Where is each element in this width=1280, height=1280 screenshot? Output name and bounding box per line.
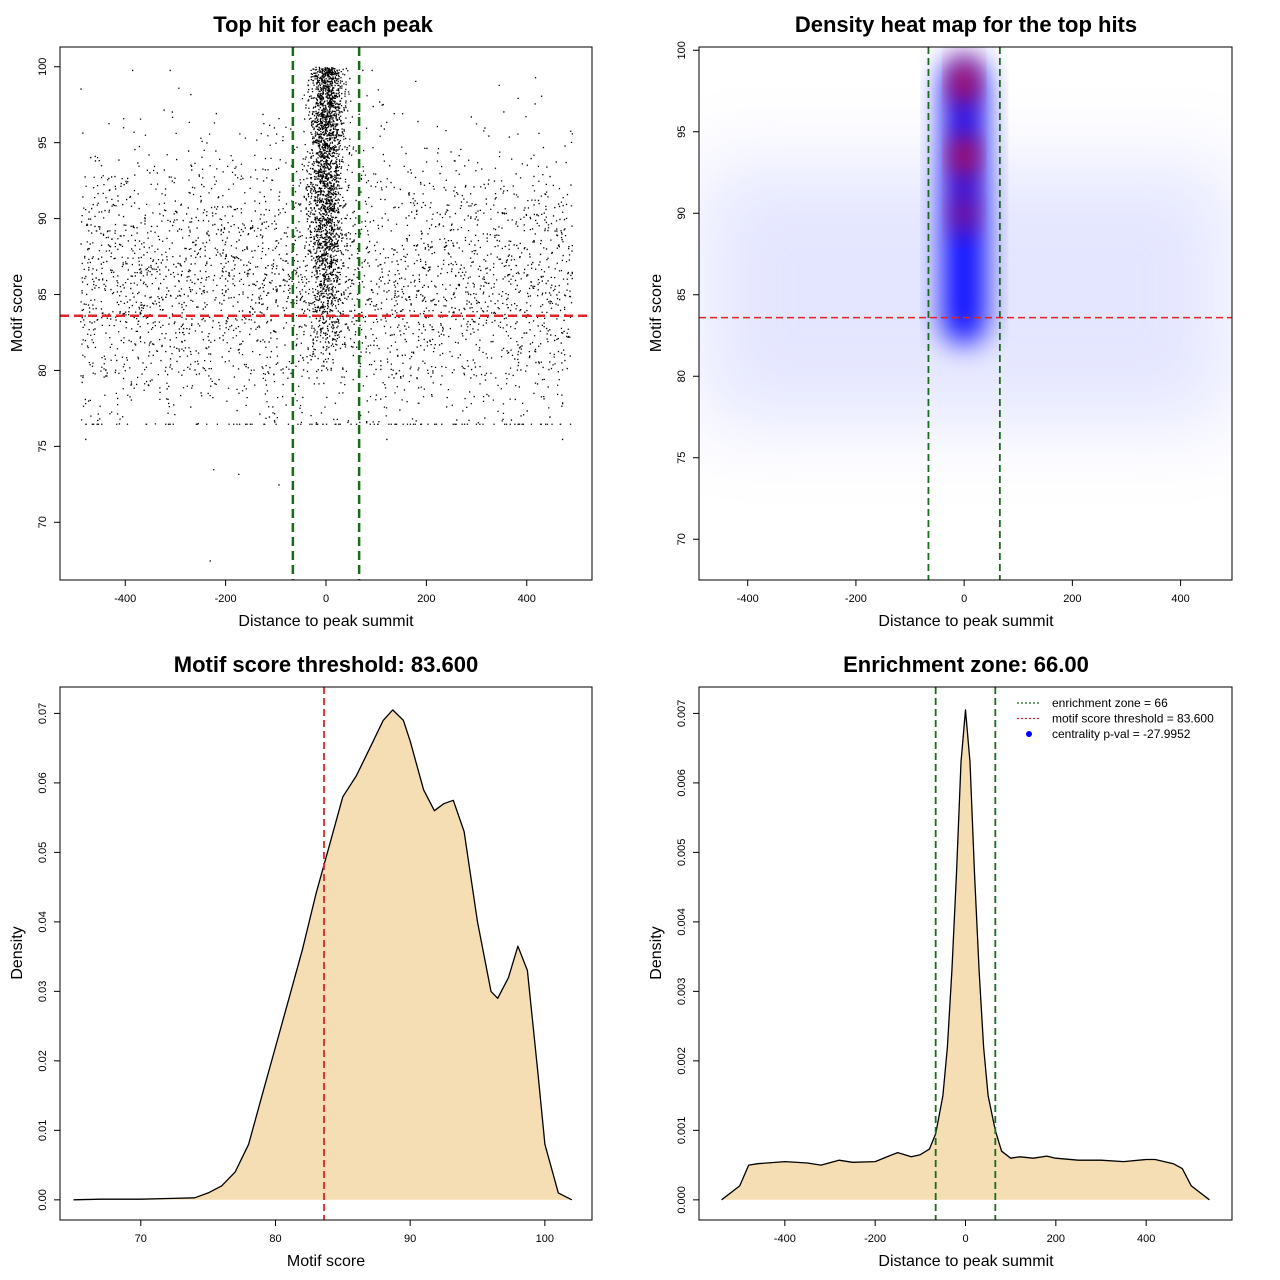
density-area [73,709,572,1200]
x-tick-label: 0 [962,1233,968,1245]
y-tick-label: 0.006 [676,769,688,797]
y-tick-label: 0.01 [37,1120,49,1141]
score-density-y-axis-label: Density [9,926,26,979]
y-tick-label: 95 [37,137,49,149]
score-density-title: Motif score threshold: 83.600 [174,652,478,677]
x-tick-label: 70 [135,1233,147,1245]
y-tick-label: 85 [37,288,49,300]
distance-density-panel: Enrichment zone: 66.00 -400 -200 0 200 400 0.… [648,652,1233,1270]
x-tick-label: 0 [961,593,967,605]
heatmap-frame [698,46,1233,581]
score-density-frame [59,686,593,1221]
x-tick-label: 200 [417,593,435,605]
y-tick-label: 0.003 [676,978,688,1006]
legend-entry-label: enrichment zone = 66 [1052,696,1168,710]
x-tick-label: -200 [845,593,867,605]
y-tick-label: 80 [37,364,49,376]
x-tick-label: 400 [1171,593,1189,605]
scatter-panel: Top hit for each peak -400 -200 0 200 400 70 7… [9,12,593,630]
x-tick-label: -400 [737,593,759,605]
density-curve [721,709,1210,1201]
x-tick-label: 90 [404,1233,416,1245]
x-tick-label: 0 [323,593,329,605]
y-tick-label: 95 [676,126,688,138]
x-tick-label: 100 [536,1233,554,1245]
density-hotspot [953,195,976,232]
x-tick-label: -200 [215,593,237,605]
y-tick-label: 0.001 [676,1117,688,1145]
y-tick-label: 70 [37,516,49,528]
y-tick-label: 0.007 [676,700,688,728]
scatter-points [80,66,573,562]
x-tick-label: -200 [864,1233,886,1245]
y-tick-label: 80 [676,370,688,382]
y-tick-label: 0.02 [37,1050,49,1071]
y-tick-label: 90 [676,207,688,219]
x-tick-label: 400 [518,593,536,605]
distance-density-y-axis-label: Density [648,926,665,979]
distance-density-title: Enrichment zone: 66.00 [843,652,1089,677]
heatmap-axes: -400 -200 0 200 400 70 75 80 85 90 95 100 [676,41,1190,605]
y-tick-label: 75 [37,440,49,452]
legend-entry-label: motif score threshold = 83.600 [1052,712,1214,726]
y-tick-label: 85 [676,289,688,301]
heatmap-panel: Density heat map for the top hits -400 -2… [648,12,1233,630]
y-tick-label: 0.04 [37,911,49,932]
distance-density-x-axis-label: Distance to peak summit [878,1253,1054,1270]
scatter-plot-area [60,47,592,580]
heatmap-plot-area [699,47,1232,580]
y-tick-label: 0.000 [676,1186,688,1214]
heatmap-x-axis-label: Distance to peak summit [878,613,1054,630]
density-area [721,709,1210,1200]
y-tick-label: 0.002 [676,1047,688,1075]
legend-dot-swatch [1026,731,1032,737]
x-tick-label: -400 [774,1233,796,1245]
heatmap-title: Density heat map for the top hits [795,12,1137,37]
y-tick-label: 0.07 [37,703,49,724]
y-tick-label: 0.03 [37,981,49,1002]
heatmap-y-axis-label: Motif score [648,274,665,352]
density-hotspot [953,58,976,107]
density-curve [73,709,573,1201]
x-tick-label: 200 [1047,1233,1065,1245]
score-density-x-axis-label: Motif score [287,1253,365,1270]
distance-density-axes: -400 -200 0 200 400 0.000 0.001 0.002 0.003 0.004… [676,700,1155,1245]
y-tick-label: 0.005 [676,839,688,867]
y-tick-label: 90 [37,212,49,224]
scatter-axes: -400 -200 0 200 400 70 75 80 85 90 95 100 [37,58,536,605]
density-hotspot [953,132,976,181]
x-tick-label: -400 [114,593,136,605]
legend-entry-label: centrality p-val = -27.9952 [1052,727,1191,741]
y-tick-label: 0.00 [37,1189,49,1210]
x-tick-label: 400 [1137,1233,1155,1245]
score-density-plot-area [73,687,573,1220]
x-tick-label: 80 [269,1233,281,1245]
y-tick-label: 0.06 [37,772,49,793]
y-tick-label: 100 [676,41,688,59]
scatter-x-axis-label: Distance to peak summit [238,613,414,630]
legend: enrichment zone = 66 motif score threshol… [1017,696,1214,741]
distance-density-plot-area [721,687,1210,1220]
scatter-y-axis-label: Motif score [9,274,26,352]
y-tick-label: 0.05 [37,842,49,863]
scatter-title: Top hit for each peak [213,12,433,37]
score-density-axes: 70 80 90 100 0.00 0.01 0.02 0.03 0.04 0.05 0.06 0.0… [37,703,554,1245]
x-tick-label: 200 [1063,593,1081,605]
y-tick-label: 75 [676,452,688,464]
y-tick-label: 100 [37,58,49,76]
y-tick-label: 70 [676,533,688,545]
y-tick-label: 0.004 [676,908,688,936]
score-density-panel: Motif score threshold: 83.600 70 80 90 100 0… [9,652,593,1270]
